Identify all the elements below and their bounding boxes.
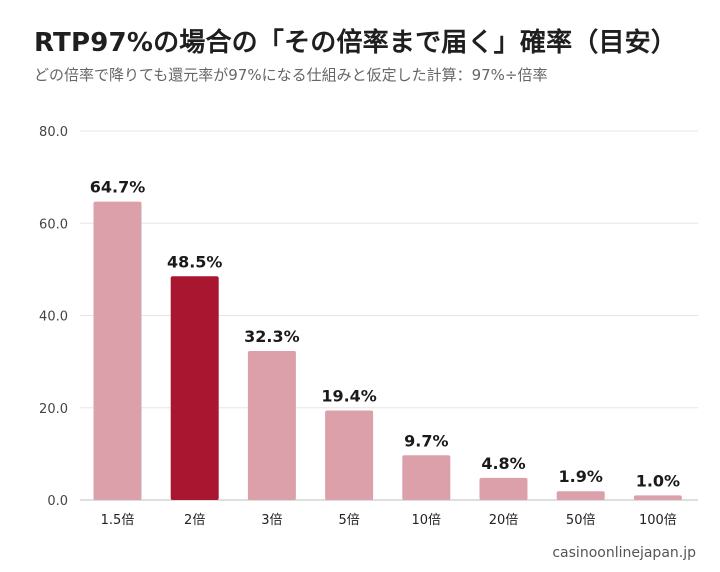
data-label: 32.3% xyxy=(244,327,300,346)
bar xyxy=(479,477,528,500)
x-tick-label: 10倍 xyxy=(412,513,442,528)
x-tick-label: 20倍 xyxy=(489,513,519,528)
x-tick-label: 50倍 xyxy=(566,513,596,528)
bar xyxy=(93,201,142,501)
data-label: 9.7% xyxy=(404,431,448,450)
y-tick-label: 0.0 xyxy=(47,494,68,509)
data-label: 4.8% xyxy=(481,454,525,473)
bar xyxy=(247,351,296,500)
data-label: 48.5% xyxy=(167,252,223,271)
data-label: 19.4% xyxy=(321,387,377,406)
data-label: 1.9% xyxy=(559,467,603,486)
x-tick-label: 1.5倍 xyxy=(101,513,135,528)
x-axis-labels: 1.5倍 2倍 3倍 5倍 10倍 20倍 50倍 100倍 xyxy=(101,513,677,528)
x-tick-label: 3倍 xyxy=(261,513,282,528)
bars xyxy=(93,201,682,501)
data-label: 1.0% xyxy=(636,471,680,490)
y-tick-label: 60.0 xyxy=(39,217,68,232)
bar-highlighted xyxy=(170,276,219,500)
bar xyxy=(556,491,605,500)
x-tick-label: 5倍 xyxy=(338,513,359,528)
y-tick-label: 40.0 xyxy=(39,310,68,325)
bar xyxy=(325,410,374,500)
bar xyxy=(402,455,451,500)
y-tick-label: 80.0 xyxy=(39,125,68,140)
source-watermark: casinoonlinejapan.jp xyxy=(552,545,696,561)
chart-subtitle: どの倍率で降りても還元率が97%になる仕組みと仮定した計算：97%÷倍率 xyxy=(34,66,548,84)
x-tick-label: 100倍 xyxy=(639,513,677,528)
data-labels: 64.7% 48.5% 32.3% 19.4% 9.7% 4.8% 1.9% 1.0% xyxy=(90,178,680,491)
bar xyxy=(633,495,682,500)
y-axis-ticks: 0.0 20.0 40.0 60.0 80.0 xyxy=(39,125,68,509)
chart-title: RTP97%の場合の「その倍率まで届く」確率（目安） xyxy=(34,28,678,58)
y-tick-label: 20.0 xyxy=(39,402,68,417)
data-label: 64.7% xyxy=(90,178,146,197)
x-tick-label: 2倍 xyxy=(184,513,205,528)
